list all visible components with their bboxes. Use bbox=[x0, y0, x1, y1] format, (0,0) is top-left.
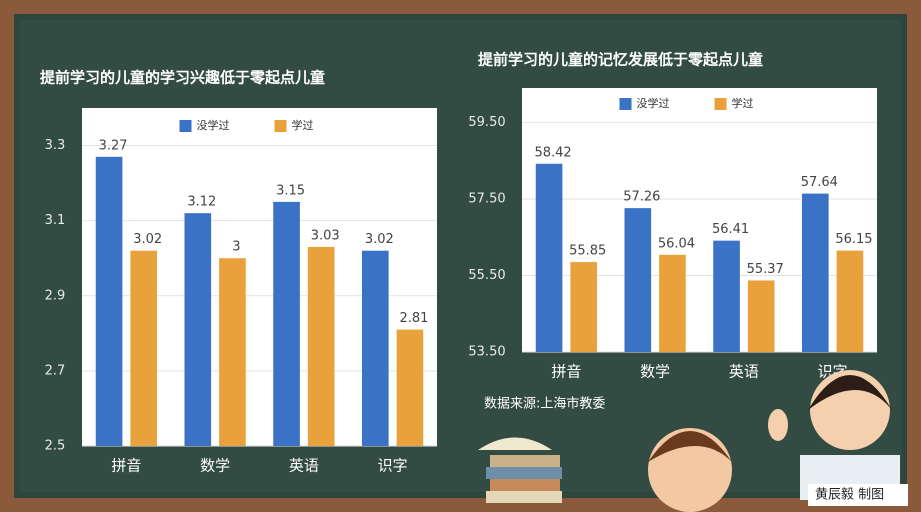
y-tick-label: 59.50 bbox=[468, 115, 505, 130]
bar bbox=[713, 241, 740, 352]
bar bbox=[397, 330, 424, 446]
legend-label: 学过 bbox=[292, 118, 314, 132]
y-tick-label: 2.5 bbox=[45, 439, 66, 454]
legend-swatch bbox=[620, 98, 632, 110]
x-tick-label: 数学 bbox=[200, 457, 230, 475]
x-tick-label: 英语 bbox=[729, 363, 759, 381]
value-label: 56.41 bbox=[712, 222, 749, 237]
legend-label: 没学过 bbox=[197, 118, 230, 132]
bar bbox=[802, 194, 829, 352]
y-tick-label: 55.50 bbox=[468, 268, 505, 283]
value-label: 56.15 bbox=[835, 232, 872, 247]
bar bbox=[748, 280, 775, 352]
value-label: 3.02 bbox=[133, 232, 162, 247]
bar bbox=[570, 262, 597, 352]
chart-title: 提前学习的儿童的记忆发展低于零起点儿童 bbox=[478, 51, 763, 69]
x-tick-label: 英语 bbox=[289, 457, 319, 475]
credit: 黄辰毅 制图 bbox=[815, 487, 884, 503]
y-tick-label: 3.3 bbox=[45, 138, 66, 153]
value-label: 3 bbox=[232, 240, 240, 255]
value-label: 55.37 bbox=[747, 262, 784, 277]
bar bbox=[536, 164, 563, 352]
value-label: 55.85 bbox=[569, 244, 606, 259]
bar bbox=[273, 202, 300, 446]
value-label: 57.64 bbox=[801, 175, 838, 190]
bar bbox=[362, 251, 389, 446]
bar bbox=[837, 251, 864, 352]
legend-swatch bbox=[180, 120, 192, 132]
chalkboard-infographic: 提前学习的儿童的学习兴趣低于零起点儿童2.52.72.93.13.3没学过学过拼… bbox=[0, 0, 921, 512]
legend-swatch bbox=[715, 98, 727, 110]
value-label: 3.03 bbox=[311, 228, 340, 243]
source-note: 数据来源:上海市教委 bbox=[484, 396, 605, 412]
x-tick-label: 识字 bbox=[378, 457, 408, 475]
bar bbox=[659, 255, 686, 352]
bar bbox=[219, 258, 246, 446]
bar bbox=[625, 208, 652, 352]
y-tick-label: 2.9 bbox=[45, 288, 66, 303]
bar bbox=[185, 213, 212, 446]
y-tick-label: 3.1 bbox=[45, 213, 66, 228]
value-label: 57.26 bbox=[623, 190, 660, 205]
x-tick-label: 数学 bbox=[640, 363, 670, 381]
bar bbox=[130, 251, 157, 446]
legend-swatch bbox=[275, 120, 287, 132]
value-label: 3.02 bbox=[365, 232, 394, 247]
value-label: 56.04 bbox=[658, 236, 695, 251]
value-label: 58.42 bbox=[534, 145, 571, 160]
chart-title: 提前学习的儿童的学习兴趣低于零起点儿童 bbox=[40, 69, 325, 87]
x-tick-label: 拼音 bbox=[551, 363, 581, 381]
value-label: 2.81 bbox=[399, 311, 428, 326]
y-tick-label: 57.50 bbox=[468, 191, 505, 206]
y-tick-label: 2.7 bbox=[45, 363, 66, 378]
y-tick-label: 53.50 bbox=[468, 345, 505, 360]
value-label: 3.27 bbox=[99, 138, 128, 153]
bar bbox=[308, 247, 335, 446]
x-tick-label: 拼音 bbox=[111, 457, 141, 475]
legend-label: 没学过 bbox=[637, 96, 670, 110]
value-label: 3.15 bbox=[276, 183, 305, 198]
value-label: 3.12 bbox=[187, 195, 216, 210]
bar bbox=[96, 157, 123, 446]
legend-label: 学过 bbox=[732, 96, 754, 110]
